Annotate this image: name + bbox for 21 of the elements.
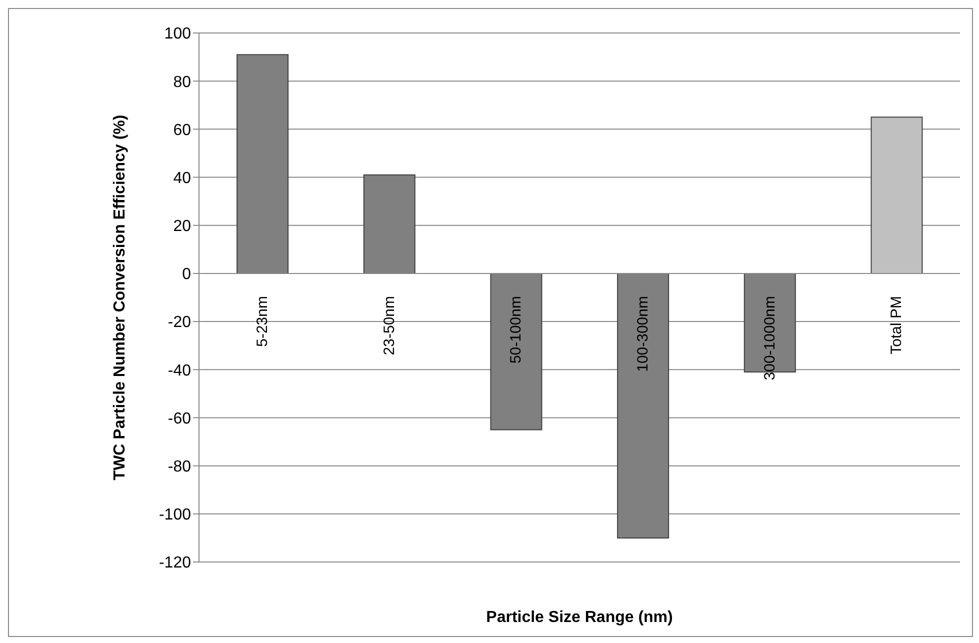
x-tick-label: 100-300nm: [634, 296, 652, 372]
y-tick-label: 80: [173, 74, 192, 91]
x-tick-label: 50-100nm: [508, 296, 525, 364]
y-tick-label: 100: [164, 26, 192, 43]
x-tick-label: 300-1000nm: [761, 296, 778, 380]
x-tick-label: 23-50nm: [380, 296, 398, 356]
y-tick-label: -60: [168, 410, 192, 428]
y-tick-label: 0: [182, 266, 192, 284]
y-tick-label: -20: [168, 314, 192, 332]
y-tick-label: -80: [168, 458, 192, 476]
y-tick-label: 20: [173, 218, 192, 236]
x-axis-title: Particle Size Range (nm): [486, 609, 673, 626]
y-tick-label: 60: [173, 122, 192, 139]
y-tick-label: 40: [173, 170, 192, 187]
bar: [870, 116, 923, 274]
y-tick-label: -100: [158, 506, 192, 524]
y-tick-label: -120: [158, 554, 192, 572]
x-tick-label: Total PM: [888, 296, 906, 354]
y-axis-title: TWC Particle Number Conversion Efficiency (%): [112, 114, 129, 480]
x-tick-label: 5-23nm: [254, 296, 271, 347]
y-tick-label: -40: [168, 362, 192, 380]
